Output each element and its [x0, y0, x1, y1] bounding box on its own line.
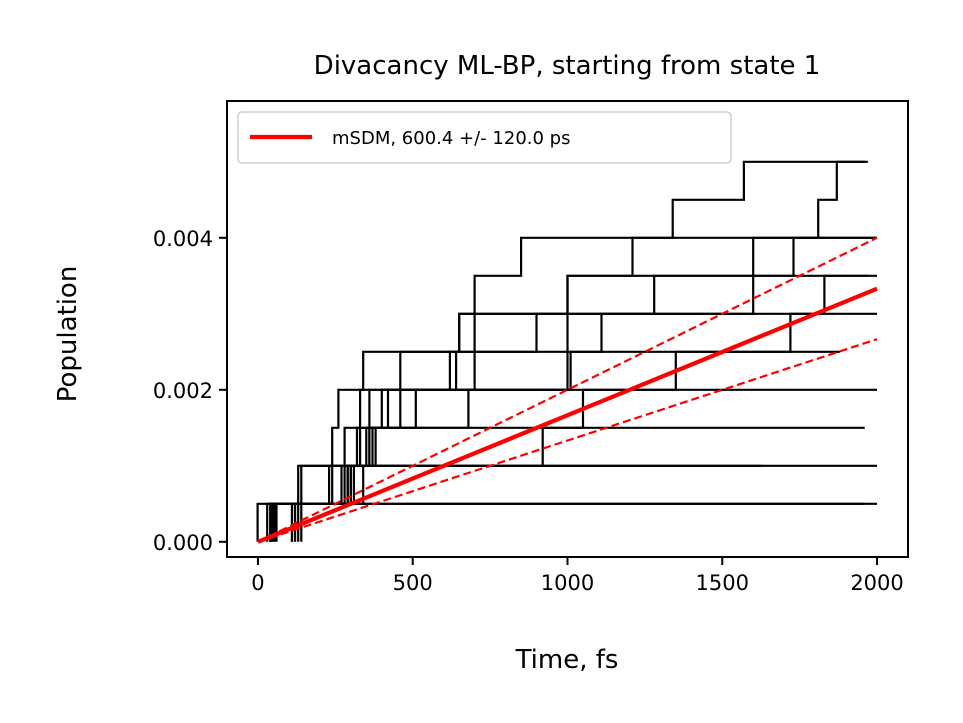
x-tick-label: 1000	[541, 571, 594, 595]
axes: 0 500 1000 1500 2000 0.000 0.002 0.004	[153, 100, 909, 595]
x-tick-label: 500	[393, 571, 433, 595]
trajectory-1	[256, 502, 877, 542]
x-tick-label: 2000	[850, 571, 903, 595]
y-tick-label: 0.000	[153, 531, 213, 555]
y-tick-label: 0.002	[153, 379, 213, 403]
legend-label: mSDM, 600.4 +/- 120.0 ps	[332, 128, 570, 149]
fit-bound-line-2	[257, 338, 878, 543]
trajectory-2	[266, 502, 865, 542]
x-tick-label: 1500	[696, 571, 749, 595]
x-tick-label: 0	[251, 571, 264, 595]
plot-area	[256, 160, 878, 544]
x-axis-label: Time, fs	[515, 645, 619, 675]
fit-bound-line-1	[257, 236, 878, 543]
legend-box	[237, 111, 732, 164]
y-axis-label: Population	[53, 266, 83, 403]
y-tick-label: 0.004	[153, 227, 213, 251]
chart-title: Divacancy ML-BP, starting from state 1	[314, 51, 821, 81]
legend: mSDM, 600.4 +/- 120.0 ps	[237, 111, 732, 164]
fit-line	[257, 286, 878, 544]
trajectory-9	[275, 274, 868, 542]
